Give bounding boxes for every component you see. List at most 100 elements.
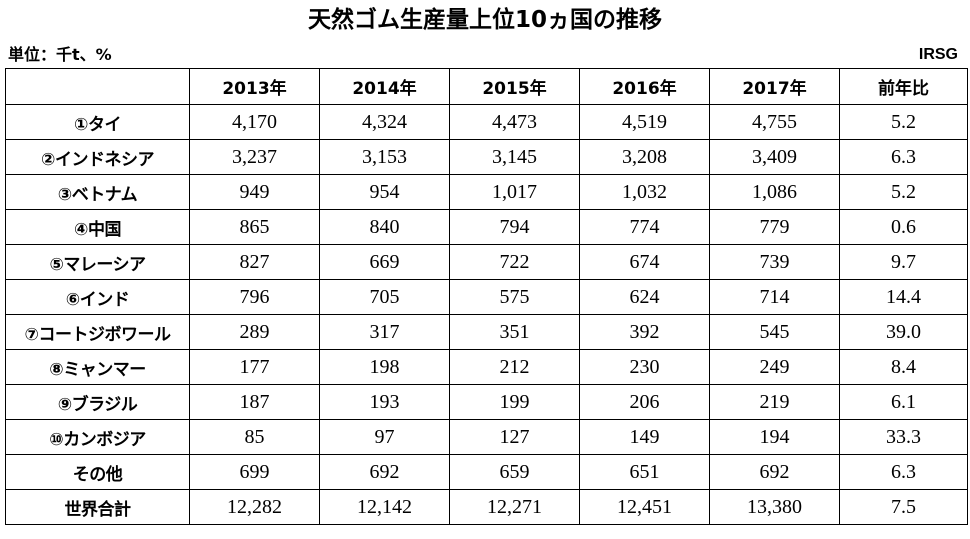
yoy-cell: 9.7 xyxy=(839,244,968,280)
value-cell: 575 xyxy=(449,279,580,315)
value-cell: 827 xyxy=(189,244,320,280)
source-label: IRSG xyxy=(918,46,958,63)
yoy-cell: 7.5 xyxy=(839,489,968,525)
value-cell: 194 xyxy=(709,419,840,455)
value-cell: 714 xyxy=(709,279,840,315)
value-cell: 692 xyxy=(709,454,840,490)
row-label-country: ②インドネシア xyxy=(5,139,190,175)
table-row: ⑥インド 796 705 575 624 714 14.4 xyxy=(5,279,968,315)
row-label-country: ⑨ブラジル xyxy=(5,384,190,420)
value-cell: 149 xyxy=(579,419,710,455)
yoy-cell: 6.3 xyxy=(839,454,968,490)
value-cell: 774 xyxy=(579,209,710,245)
row-label-country: ⑧ミャンマー xyxy=(5,349,190,385)
value-cell: 392 xyxy=(579,314,710,350)
value-cell: 212 xyxy=(449,349,580,385)
row-label-country: ⑤マレーシア xyxy=(5,244,190,280)
table-header-row: 2013年 2014年 2015年 2016年 2017年 前年比 xyxy=(5,68,968,105)
value-cell: 865 xyxy=(189,209,320,245)
unit-label: 単位：千t、% xyxy=(8,45,112,64)
yoy-cell: 33.3 xyxy=(839,419,968,455)
value-cell: 3,145 xyxy=(449,139,580,175)
value-cell: 954 xyxy=(319,174,450,210)
table-row: 世界合計 12,282 12,142 12,271 12,451 13,380 7.5 xyxy=(5,489,968,525)
column-header-year: 2016年 xyxy=(579,68,710,105)
value-cell: 3,208 xyxy=(579,139,710,175)
table-row: その他 699 692 659 651 692 6.3 xyxy=(5,454,968,490)
value-cell: 651 xyxy=(579,454,710,490)
value-cell: 692 xyxy=(319,454,450,490)
value-cell: 4,473 xyxy=(449,104,580,140)
column-header-year: 2015年 xyxy=(449,68,580,105)
value-cell: 669 xyxy=(319,244,450,280)
value-cell: 722 xyxy=(449,244,580,280)
value-cell: 796 xyxy=(189,279,320,315)
row-label-country: ⑩カンボジア xyxy=(5,419,190,455)
table-row: ②インドネシア 3,237 3,153 3,145 3,208 3,409 6.3 xyxy=(5,139,968,175)
value-cell: 85 xyxy=(189,419,320,455)
row-label-country: その他 xyxy=(5,454,190,490)
value-cell: 12,142 xyxy=(319,489,450,525)
column-header-year: 2017年 xyxy=(709,68,840,105)
yoy-cell: 14.4 xyxy=(839,279,968,315)
production-table: 2013年 2014年 2015年 2016年 2017年 前年比 ①タイ 4,170 4,3… xyxy=(5,68,968,525)
row-label-country: 世界合計 xyxy=(5,489,190,525)
table-row: ⑦コートジボワール 289 317 351 392 545 39.0 xyxy=(5,314,968,350)
value-cell: 289 xyxy=(189,314,320,350)
value-cell: 12,271 xyxy=(449,489,580,525)
yoy-cell: 0.6 xyxy=(839,209,968,245)
value-cell: 199 xyxy=(449,384,580,420)
row-label-country: ⑥インド xyxy=(5,279,190,315)
value-cell: 317 xyxy=(319,314,450,350)
value-cell: 3,153 xyxy=(319,139,450,175)
column-header-yoy: 前年比 xyxy=(839,68,968,105)
value-cell: 1,032 xyxy=(579,174,710,210)
value-cell: 177 xyxy=(189,349,320,385)
value-cell: 127 xyxy=(449,419,580,455)
value-cell: 624 xyxy=(579,279,710,315)
value-cell: 659 xyxy=(449,454,580,490)
yoy-cell: 6.3 xyxy=(839,139,968,175)
value-cell: 230 xyxy=(579,349,710,385)
value-cell: 4,755 xyxy=(709,104,840,140)
column-header-year: 2013年 xyxy=(189,68,320,105)
table-row: ①タイ 4,170 4,324 4,473 4,519 4,755 5.2 xyxy=(5,104,968,140)
table-row: ⑩カンボジア 85 97 127 149 194 33.3 xyxy=(5,419,968,455)
value-cell: 545 xyxy=(709,314,840,350)
table-row: ③ベトナム 949 954 1,017 1,032 1,086 5.2 xyxy=(5,174,968,210)
value-cell: 12,282 xyxy=(189,489,320,525)
value-cell: 739 xyxy=(709,244,840,280)
value-cell: 219 xyxy=(709,384,840,420)
value-cell: 1,017 xyxy=(449,174,580,210)
value-cell: 12,451 xyxy=(579,489,710,525)
value-cell: 249 xyxy=(709,349,840,385)
value-cell: 193 xyxy=(319,384,450,420)
value-cell: 4,324 xyxy=(319,104,450,140)
table-row: ⑨ブラジル 187 193 199 206 219 6.1 xyxy=(5,384,968,420)
yoy-cell: 5.2 xyxy=(839,174,968,210)
value-cell: 351 xyxy=(449,314,580,350)
page-title: 天然ゴム生産量上位10ヵ国の推移 xyxy=(307,7,662,33)
row-label-country: ④中国 xyxy=(5,209,190,245)
value-cell: 187 xyxy=(189,384,320,420)
row-label-country: ③ベトナム xyxy=(5,174,190,210)
value-cell: 705 xyxy=(319,279,450,315)
table-row: ④中国 865 840 794 774 779 0.6 xyxy=(5,209,968,245)
value-cell: 794 xyxy=(449,209,580,245)
yoy-cell: 5.2 xyxy=(839,104,968,140)
value-cell: 840 xyxy=(319,209,450,245)
table-row: ⑤マレーシア 827 669 722 674 739 9.7 xyxy=(5,244,968,280)
value-cell: 779 xyxy=(709,209,840,245)
column-header-country xyxy=(5,68,190,105)
value-cell: 1,086 xyxy=(709,174,840,210)
value-cell: 97 xyxy=(319,419,450,455)
value-cell: 13,380 xyxy=(709,489,840,525)
value-cell: 198 xyxy=(319,349,450,385)
value-cell: 674 xyxy=(579,244,710,280)
value-cell: 699 xyxy=(189,454,320,490)
value-cell: 3,237 xyxy=(189,139,320,175)
value-cell: 3,409 xyxy=(709,139,840,175)
table-body: ①タイ 4,170 4,324 4,473 4,519 4,755 5.2 ②インドネシア 3,… xyxy=(5,104,968,525)
yoy-cell: 8.4 xyxy=(839,349,968,385)
row-label-country: ⑦コートジボワール xyxy=(5,314,190,350)
